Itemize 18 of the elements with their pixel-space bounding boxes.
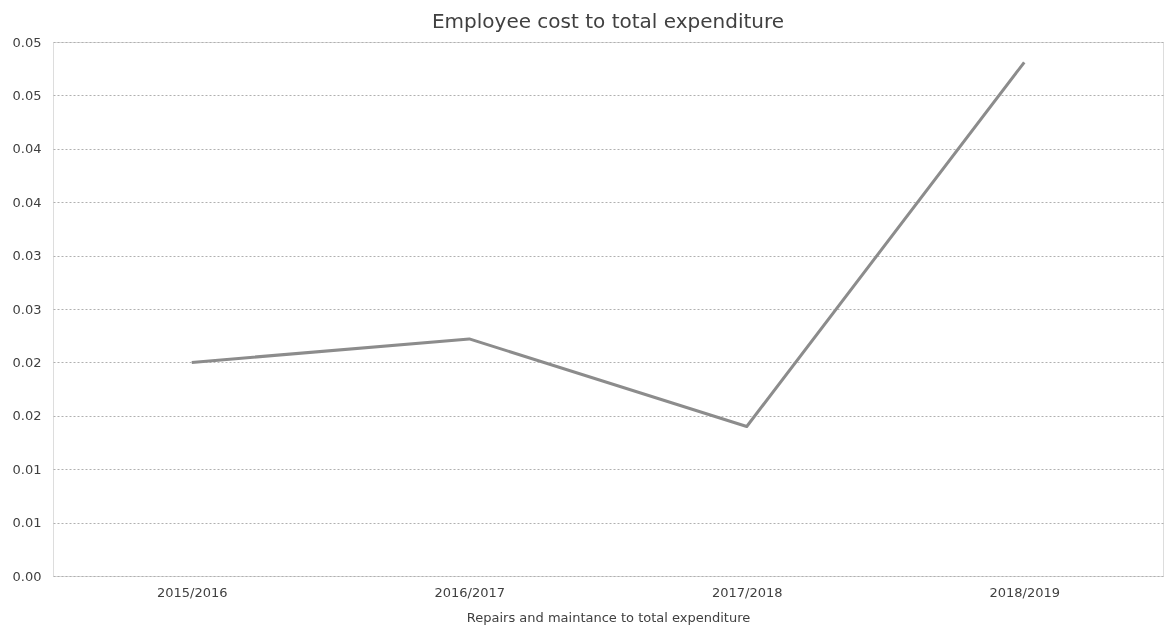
x-axis-title: Repairs and maintance to total expenditure [466,609,751,625]
x-tick-label: 2016/2017 [434,584,506,600]
y-tick-label: 0.01 [12,461,42,477]
x-tick-label: 2015/2016 [156,584,228,600]
x-tick-label: 2017/2018 [711,584,783,600]
chart-title: Employee cost to total expenditure [431,9,785,33]
y-tick-label: 0.03 [12,301,42,317]
y-tick-label: 0.02 [12,354,42,370]
y-tick-label: 0.05 [12,87,42,103]
y-tick-label: 0.03 [12,248,42,264]
x-tick-label: 2018/2019 [989,584,1061,600]
y-tick-label: 0.05 [12,34,42,50]
y-tick-label: 0.04 [12,141,42,157]
y-tick-label: 0.00 [12,568,42,584]
y-tick-label: 0.04 [12,194,42,210]
y-tick-label: 0.02 [12,408,42,424]
line-series [190,60,1026,428]
y-tick-label: 0.01 [12,515,42,531]
